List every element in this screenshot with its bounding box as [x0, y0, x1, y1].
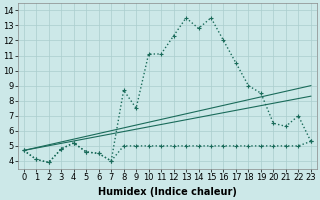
X-axis label: Humidex (Indice chaleur): Humidex (Indice chaleur)	[98, 187, 237, 197]
